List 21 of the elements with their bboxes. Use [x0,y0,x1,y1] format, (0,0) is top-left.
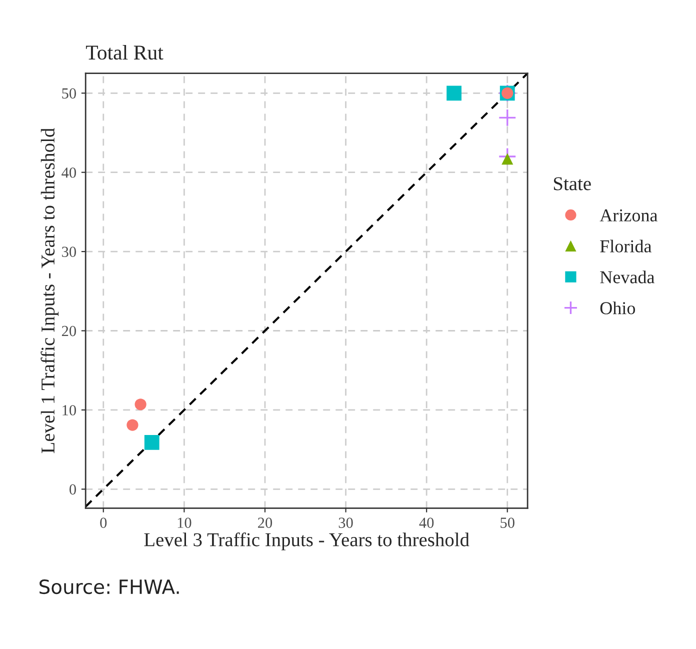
y-tick-label: 0 [70,484,76,495]
y-tick-label: 10 [62,405,76,416]
x-tick-label: 50 [500,518,514,528]
x-tick-label: 30 [338,518,353,528]
y-tick-label: 50 [62,88,76,99]
x-axis-title: Level 3 Traffic Inputs - Years to threshold [144,532,470,550]
legend-label: Florida [600,240,652,252]
y-tick-label: 20 [62,326,76,336]
source-note: Source: FHWA. [40,579,179,594]
x-tick-label: 10 [178,518,192,528]
chart-title: Total Rut [86,44,164,60]
legend-label: Arizona [600,209,658,222]
x-tick-label: 0 [100,518,107,528]
y-tick-label: 30 [62,246,76,257]
legend-label: Ohio [600,302,636,314]
legend-title: State [554,177,591,190]
x-tick-label: 40 [419,518,434,528]
y-axis-title: Level 1 Traffic Inputs - Years to threshold [40,128,59,454]
x-tick-label: 20 [258,518,272,528]
legend-label: Nevada [600,270,654,284]
y-tick-label: 40 [62,167,76,178]
